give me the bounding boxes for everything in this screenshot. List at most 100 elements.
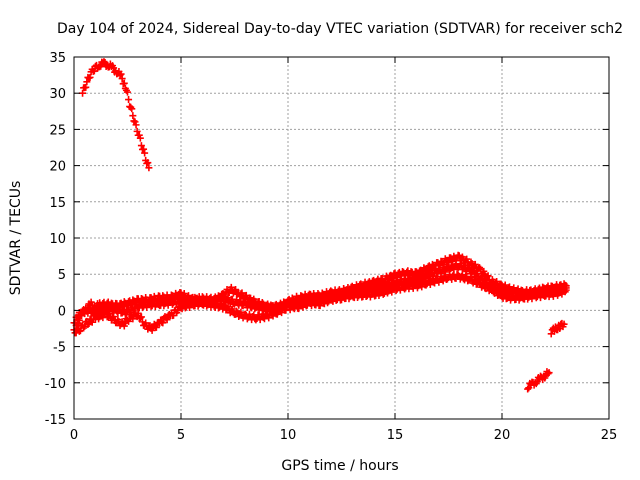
- data-point: [136, 134, 144, 142]
- data-point: [473, 270, 481, 278]
- x-tick-label: 20: [494, 428, 511, 443]
- data-point: [257, 301, 265, 309]
- series-late-segment-mid: [547, 319, 568, 338]
- data-point: [84, 320, 92, 328]
- data-point: [455, 252, 463, 260]
- data-point: [127, 308, 135, 316]
- data-point: [441, 268, 449, 276]
- data-point: [515, 287, 523, 295]
- data-point: [237, 290, 245, 298]
- data-point: [480, 267, 488, 275]
- data-point: [120, 79, 128, 87]
- data-point: [525, 384, 533, 392]
- data-point: [324, 299, 332, 307]
- data-point: [86, 73, 94, 81]
- data-point: [127, 103, 135, 111]
- x-tick-label: 15: [387, 428, 404, 443]
- y-tick-label: -10: [45, 377, 66, 392]
- data-point: [124, 88, 131, 96]
- data-point: [159, 319, 167, 327]
- y-axis-ticks: -15 -10 -5 0 5 10 15 20 25 30 35: [45, 51, 609, 428]
- x-axis-ticks: 0 5 10 15 20 25: [70, 57, 617, 443]
- data-point: [232, 286, 240, 294]
- data-point: [560, 320, 568, 328]
- data-point: [279, 303, 287, 311]
- y-tick-label: 15: [49, 196, 66, 211]
- series-main-band-mid: [72, 260, 570, 323]
- y-tick-label: 0: [58, 304, 66, 319]
- data-point: [143, 159, 151, 167]
- x-tick-label: 0: [70, 428, 78, 443]
- data-point: [247, 294, 255, 302]
- data-point: [348, 282, 356, 290]
- data-point: [125, 96, 133, 104]
- data-point: [163, 316, 171, 324]
- data-point: [100, 58, 108, 66]
- data-point: [520, 293, 528, 301]
- data-point: [104, 298, 112, 306]
- data-point: [471, 260, 479, 268]
- data-point: [549, 292, 557, 300]
- data-point: [82, 83, 90, 91]
- data-point: [341, 292, 349, 300]
- y-tick-label: 10: [49, 232, 66, 247]
- chart-title: Day 104 of 2024, Sidereal Day-to-day VTE…: [57, 21, 623, 37]
- x-tick-label: 10: [280, 428, 297, 443]
- data-point: [299, 303, 307, 311]
- data-point: [267, 306, 275, 314]
- data-point: [83, 78, 91, 86]
- data-point: [221, 302, 229, 310]
- y-tick-label: 5: [58, 268, 66, 283]
- data-point: [484, 272, 492, 280]
- data-point: [463, 255, 471, 263]
- data-point: [388, 288, 396, 296]
- data-point: [428, 260, 436, 268]
- y-tick-label: -5: [53, 341, 66, 356]
- data-point: [448, 275, 456, 283]
- data-point: [439, 277, 447, 285]
- grid-lines: [74, 57, 609, 419]
- data-point: [431, 279, 439, 287]
- y-axis-label: SDTVAR / TECUs: [8, 181, 24, 296]
- data-point: [145, 164, 153, 172]
- data-point: [118, 75, 126, 83]
- data-point: [178, 305, 186, 313]
- data-point: [186, 298, 194, 306]
- data-point: [129, 112, 137, 120]
- data-point: [117, 70, 125, 78]
- data-point: [132, 121, 140, 129]
- data-points: [70, 58, 570, 393]
- data-point: [360, 289, 368, 297]
- data-point: [130, 117, 138, 125]
- data-point: [152, 323, 160, 331]
- data-point: [144, 159, 152, 167]
- data-point: [305, 297, 313, 305]
- data-point: [73, 315, 81, 323]
- x-tick-label: 25: [601, 428, 618, 443]
- data-point: [77, 311, 85, 319]
- data-point: [481, 276, 489, 284]
- data-point: [103, 303, 111, 311]
- data-point: [562, 284, 570, 292]
- data-point: [134, 309, 142, 317]
- data-point: [133, 127, 141, 135]
- data-point: [137, 142, 145, 150]
- y-tick-label: -15: [45, 413, 66, 428]
- y-tick-label: 35: [49, 51, 66, 66]
- data-point: [469, 266, 477, 274]
- data-point: [556, 287, 564, 295]
- data-point: [137, 313, 145, 321]
- data-point: [245, 299, 253, 307]
- data-point: [545, 369, 553, 377]
- series-arc-early-high: [79, 58, 153, 172]
- y-tick-label: 25: [49, 123, 66, 138]
- data-point: [495, 284, 503, 292]
- data-point: [79, 89, 87, 97]
- x-axis-label: GPS time / hours: [281, 458, 398, 474]
- data-point: [238, 289, 246, 297]
- data-point: [286, 302, 294, 310]
- y-tick-label: 20: [49, 160, 66, 175]
- data-point: [124, 301, 131, 309]
- series-late-segment-low: [524, 368, 553, 393]
